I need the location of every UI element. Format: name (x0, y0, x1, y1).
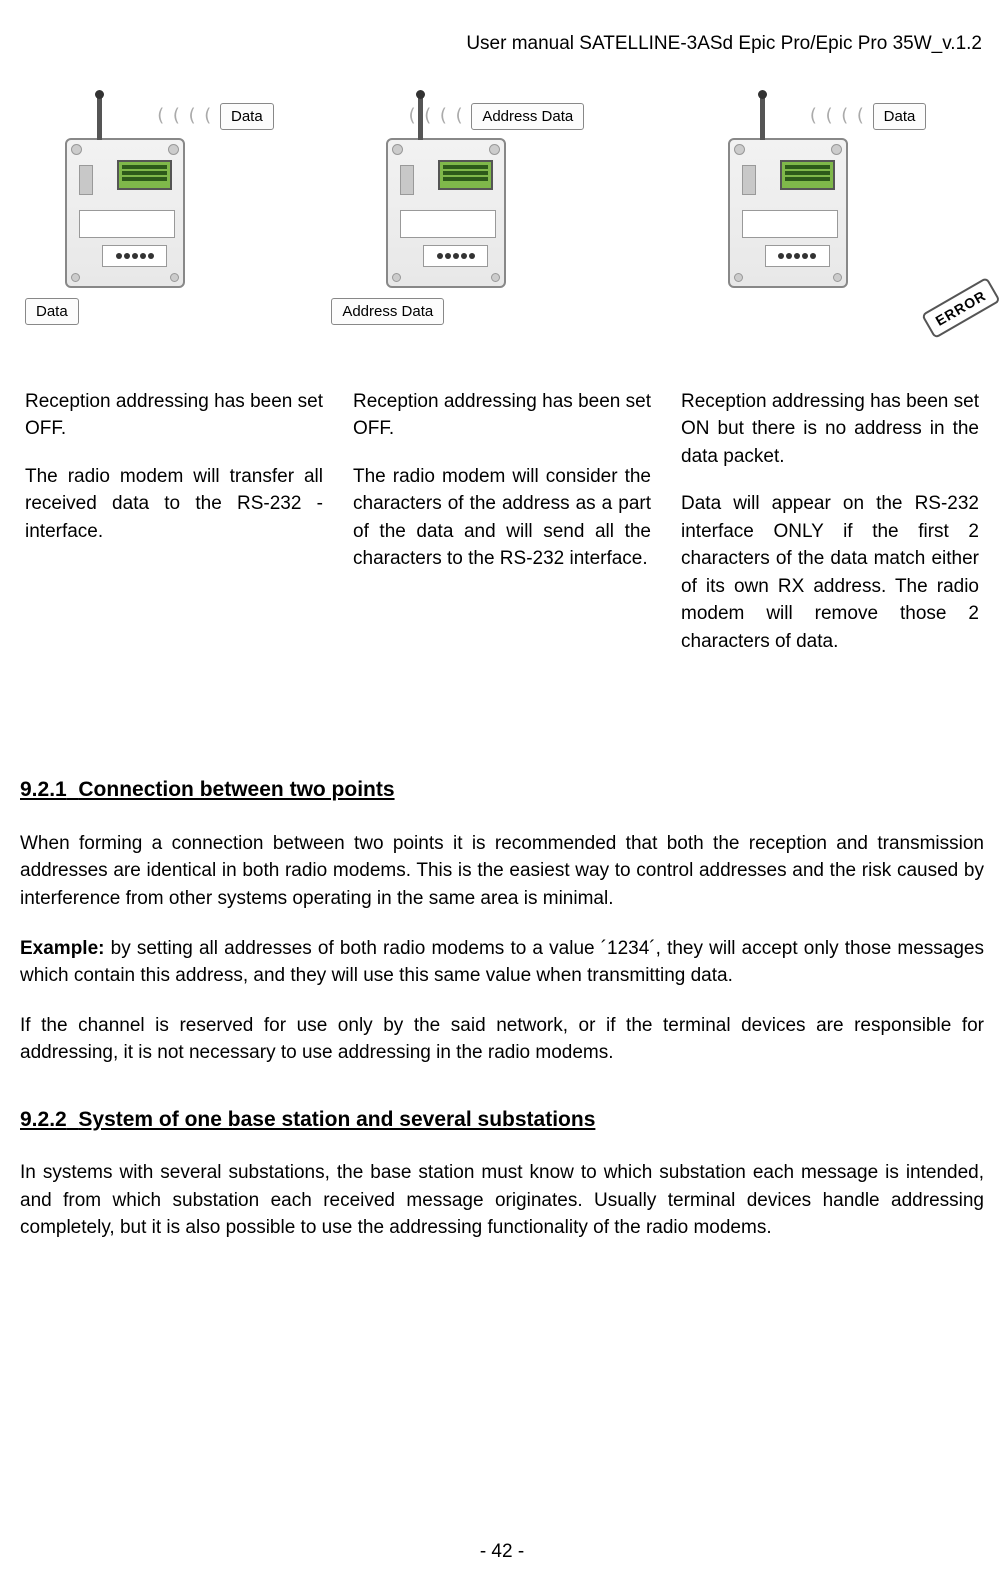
diagram-1: ( ( ( ( Data Data (25, 98, 336, 338)
section-921-num: 9.2.1 (20, 778, 67, 801)
section-921-heading: 9.2.1 Connection between two points (20, 775, 984, 805)
device-icon (386, 138, 506, 288)
diagram-3: ( ( ( ( Data ERROR (668, 98, 979, 338)
section-921-para2: Example: by setting all addresses of bot… (20, 935, 984, 990)
column-1: Reception addressing has been set OFF. T… (25, 388, 323, 676)
diagram2-bottom-label: Address Data (331, 298, 444, 326)
col3-para2: Data will appear on the RS-232 interface… (681, 490, 979, 655)
col1-para2: The radio modem will transfer all receiv… (25, 463, 323, 546)
description-columns: Reception addressing has been set OFF. T… (20, 388, 984, 676)
column-2: Reception addressing has been set OFF. T… (353, 388, 651, 676)
section-921-para1: When forming a connection between two po… (20, 830, 984, 913)
signal-icon: ( ( ( ( (808, 103, 863, 129)
diagram-2: ( ( ( ( Address Data Address Data (346, 98, 657, 338)
diagram2-top-label: Address Data (471, 103, 584, 131)
page-header: User manual SATELLINE-3ASd Epic Pro/Epic… (20, 30, 984, 58)
col2-para2: The radio modem will consider the charac… (353, 463, 651, 573)
device-icon (65, 138, 185, 288)
diagrams-row: ( ( ( ( Data Data ( ( ( ( Address Data (20, 98, 984, 338)
diagram3-top-label: Data (873, 103, 927, 131)
column-3: Reception addressing has been set ON but… (681, 388, 979, 676)
page-container: User manual SATELLINE-3ASd Epic Pro/Epic… (0, 0, 1004, 1596)
section-921-title: Connection between two points (78, 778, 394, 801)
section-922-heading: 9.2.2 System of one base station and sev… (20, 1105, 984, 1135)
col1-para1: Reception addressing has been set OFF. (25, 388, 323, 443)
section-922-title: System of one base station and several s… (78, 1108, 595, 1131)
diagram1-top-label: Data (220, 103, 274, 131)
page-footer: - 42 - (20, 1538, 984, 1566)
section-922-para1: In systems with several substations, the… (20, 1159, 984, 1242)
diagram1-bottom-label: Data (25, 298, 79, 326)
example-text: by setting all addresses of both radio m… (20, 938, 984, 987)
col2-para1: Reception addressing has been set OFF. (353, 388, 651, 443)
signal-icon: ( ( ( ( (406, 103, 461, 129)
error-stamp: ERROR (921, 277, 1001, 339)
example-label: Example: (20, 938, 104, 959)
section-921-para3: If the channel is reserved for use only … (20, 1012, 984, 1067)
device-icon (728, 138, 848, 288)
col3-para1: Reception addressing has been set ON but… (681, 388, 979, 471)
signal-icon: ( ( ( ( (155, 103, 210, 129)
section-922-num: 9.2.2 (20, 1108, 67, 1131)
